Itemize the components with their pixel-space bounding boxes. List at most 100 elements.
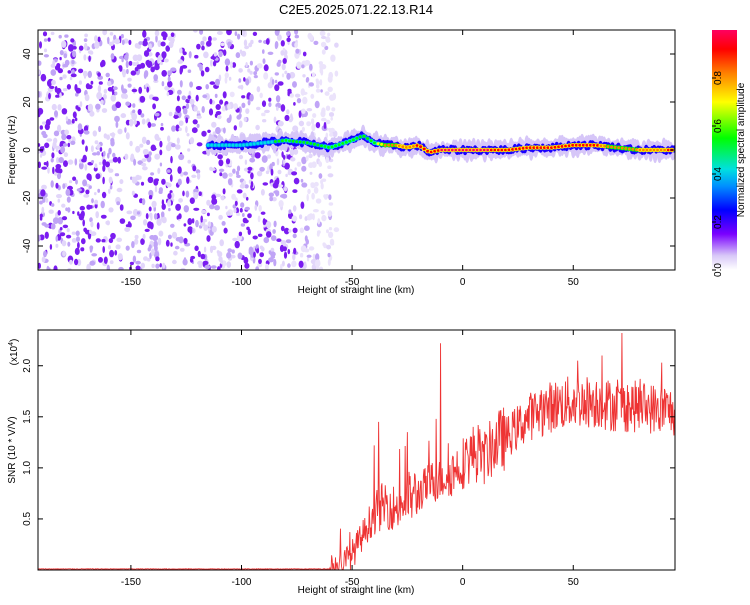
noise-speckle: [169, 69, 172, 75]
noise-speckle: [237, 33, 241, 40]
noise-speckle: [109, 184, 113, 190]
noise-speckle: [168, 207, 171, 212]
noise-speckle: [62, 143, 68, 147]
noise-speckle: [334, 42, 339, 48]
noise-speckle: [157, 167, 161, 174]
noise-speckle: [187, 159, 191, 164]
noise-speckle: [72, 50, 77, 58]
noise-speckle: [140, 262, 145, 269]
noise-speckle: [182, 258, 188, 266]
noise-speckle: [308, 82, 314, 87]
noise-speckle: [245, 61, 248, 68]
noise-speckle: [330, 116, 334, 121]
noise-speckle: [301, 64, 305, 69]
noise-speckle: [169, 174, 173, 182]
noise-speckle: [170, 143, 176, 148]
noise-speckle: [239, 208, 243, 213]
noise-speckle: [276, 106, 279, 111]
track-core: [316, 143, 320, 147]
noise-speckle: [166, 92, 170, 97]
noise-speckle: [265, 38, 270, 45]
noise-speckle: [301, 156, 307, 165]
noise-speckle: [56, 171, 62, 180]
noise-speckle: [296, 161, 302, 167]
noise-speckle: [236, 114, 242, 120]
track-core: [366, 137, 370, 140]
noise-speckle: [153, 74, 158, 82]
noise-speckle: [175, 105, 182, 114]
noise-speckle: [187, 95, 191, 100]
noise-speckle: [332, 92, 337, 100]
noise-speckle: [296, 98, 302, 104]
noise-speckle: [308, 162, 314, 169]
noise-speckle: [90, 221, 94, 228]
noise-speckle: [83, 38, 88, 42]
noise-speckle: [311, 192, 315, 200]
noise-speckle: [193, 105, 198, 112]
noise-speckle: [253, 75, 258, 79]
noise-speckle: [277, 34, 282, 41]
noise-speckle: [87, 103, 94, 112]
noise-speckle: [324, 91, 330, 96]
track-core: [528, 146, 532, 150]
track-core: [227, 143, 232, 147]
noise-speckle: [273, 190, 280, 194]
track-core: [578, 143, 582, 147]
noise-speckle: [330, 54, 336, 62]
noise-speckle: [327, 173, 334, 178]
noise-speckle: [62, 224, 69, 229]
noise-speckle: [241, 213, 245, 217]
track-core: [224, 143, 228, 147]
noise-speckle: [263, 237, 270, 244]
noise-speckle: [182, 107, 188, 115]
noise-speckle: [189, 98, 195, 105]
noise-speckle: [134, 43, 140, 49]
noise-speckle: [75, 179, 78, 185]
track-core: [376, 142, 380, 146]
noise-speckle: [274, 72, 279, 76]
noise-speckle: [154, 112, 160, 117]
noise-speckle: [121, 93, 126, 99]
noise-speckle: [55, 164, 62, 169]
noise-speckle: [133, 158, 137, 166]
noise-speckle: [292, 227, 298, 234]
noise-speckle: [150, 144, 156, 152]
noise-speckle: [164, 85, 170, 91]
track-core: [327, 145, 331, 149]
noise-speckle: [150, 123, 156, 127]
noise-speckle: [263, 72, 269, 80]
track-core: [465, 148, 469, 152]
noise-speckle: [328, 202, 334, 206]
noise-speckle: [119, 218, 126, 224]
noise-speckle: [114, 250, 118, 256]
track-core: [500, 148, 504, 152]
noise-speckle: [280, 225, 285, 232]
noise-speckle: [148, 43, 152, 50]
track-core: [550, 146, 554, 150]
track-core: [475, 148, 479, 152]
noise-speckle: [146, 139, 151, 145]
track-core: [401, 145, 405, 149]
track-core: [482, 148, 486, 152]
noise-speckle: [312, 209, 319, 213]
noise-speckle: [150, 172, 155, 176]
noise-speckle: [86, 263, 91, 270]
noise-speckle: [224, 76, 228, 84]
noise-speckle: [127, 83, 132, 88]
noise-speckle: [227, 41, 232, 47]
noise-speckle: [72, 210, 75, 215]
noise-speckle: [326, 229, 329, 234]
noise-speckle: [261, 100, 267, 107]
noise-speckle: [213, 52, 218, 57]
noise-speckle: [80, 247, 85, 252]
noise-speckle: [84, 94, 90, 102]
noise-speckle: [55, 182, 59, 189]
noise-speckle: [212, 37, 218, 41]
noise-speckle: [98, 161, 102, 165]
noise-speckle: [109, 249, 115, 258]
noise-speckle: [52, 166, 55, 175]
noise-speckle: [175, 203, 182, 211]
noise-speckle: [78, 68, 84, 74]
noise-speckle: [176, 95, 180, 102]
noise-speckle: [66, 228, 70, 233]
